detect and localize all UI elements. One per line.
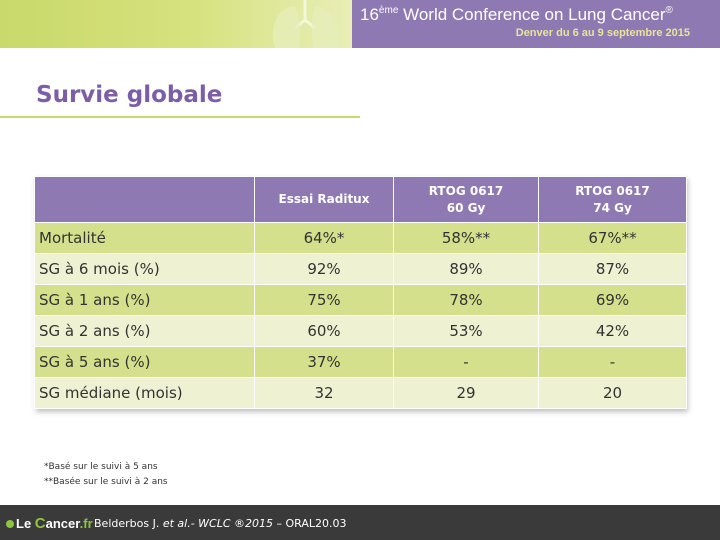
footer-bar: Le Cancer.fr Belderbos J. et al.- WCLC ®… <box>0 505 720 540</box>
header-cell-raditux: Essai Raditux <box>254 176 394 223</box>
cell-raditux: 37% <box>254 346 394 378</box>
table-row: SG à 5 ans (%) 37% - - <box>34 346 687 378</box>
table-row: SG à 6 mois (%) 92% 89% 87% <box>34 253 687 285</box>
footnotes: *Basé sur le suivi à 5 ans **Basée sur l… <box>44 460 168 490</box>
cell-rtog-60: 89% <box>393 253 539 285</box>
cell-rtog-74: 42% <box>538 315 687 347</box>
slide-title: Survie globale <box>36 82 223 108</box>
cell-rtog-60: 53% <box>393 315 539 347</box>
cell-rtog-60: - <box>393 346 539 378</box>
row-label: SG médiane (mois) <box>34 377 255 409</box>
table-row: SG à 1 ans (%) 75% 78% 69% <box>34 284 687 316</box>
header-cell-rtog-60: RTOG 0617 60 Gy <box>393 176 539 223</box>
row-label: SG à 2 ans (%) <box>34 315 255 347</box>
cell-rtog-74: 87% <box>538 253 687 285</box>
conference-banner: 16ème World Conference on Lung Cancer® D… <box>0 0 720 48</box>
table-row: SG médiane (mois) 32 29 20 <box>34 377 687 409</box>
header-cell-rtog-74: RTOG 0617 74 Gy <box>538 176 687 223</box>
cell-rtog-74: - <box>538 346 687 378</box>
conference-title: 16ème World Conference on Lung Cancer® <box>360 5 673 24</box>
cell-raditux: 92% <box>254 253 394 285</box>
table-row: Mortalité 64%* 58%** 67%** <box>34 222 687 254</box>
footnote: *Basé sur le suivi à 5 ans <box>44 462 158 472</box>
row-label: Mortalité <box>34 222 255 254</box>
logo-dot-icon <box>6 520 14 528</box>
header-cell-empty <box>34 176 255 223</box>
footnote: **Basée sur le suivi à 2 ans <box>44 477 168 487</box>
table-row: SG à 2 ans (%) 60% 53% 42% <box>34 315 687 347</box>
row-label: SG à 1 ans (%) <box>34 284 255 316</box>
conference-dates: Denver du 6 au 9 septembre 2015 <box>515 27 690 39</box>
banner-green-band <box>0 0 352 48</box>
cell-rtog-74: 69% <box>538 284 687 316</box>
cell-rtog-74: 20 <box>538 377 687 409</box>
row-label: SG à 6 mois (%) <box>34 253 255 285</box>
survival-table: Essai Raditux RTOG 0617 60 Gy RTOG 0617 74… <box>34 176 687 409</box>
cell-raditux: 32 <box>254 377 394 409</box>
cell-rtog-60: 29 <box>393 377 539 409</box>
row-label: SG à 5 ans (%) <box>34 346 255 378</box>
cell-raditux: 75% <box>254 284 394 316</box>
title-underline <box>0 116 360 118</box>
cell-rtog-60: 78% <box>393 284 539 316</box>
cell-rtog-60: 58%** <box>393 222 539 254</box>
cell-rtog-74: 67%** <box>538 222 687 254</box>
lecancer-logo: Le Cancer.fr <box>6 515 93 532</box>
table-header-row: Essai Raditux RTOG 0617 60 Gy RTOG 0617 74… <box>34 176 687 223</box>
cell-raditux: 64%* <box>254 222 394 254</box>
citation: Belderbos J. et al.- WCLC ®2015 – ORAL20… <box>94 517 347 530</box>
lungs-illustration <box>272 0 339 48</box>
banner-purple-band: 16ème World Conference on Lung Cancer® D… <box>352 0 720 48</box>
cell-raditux: 60% <box>254 315 394 347</box>
